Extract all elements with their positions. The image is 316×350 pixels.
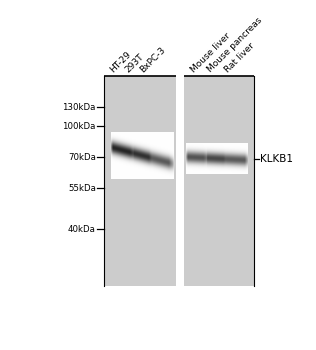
Text: Rat liver: Rat liver — [223, 41, 256, 74]
Text: 130kDa: 130kDa — [63, 103, 96, 112]
Text: 100kDa: 100kDa — [63, 121, 96, 131]
Text: 40kDa: 40kDa — [68, 225, 96, 234]
Bar — [104, 76, 176, 286]
Text: Mouse liver: Mouse liver — [189, 31, 232, 74]
Text: HT-29: HT-29 — [109, 49, 133, 74]
Text: KLKB1: KLKB1 — [260, 154, 293, 164]
Bar — [185, 76, 254, 286]
Text: 293T: 293T — [123, 52, 146, 74]
Text: 55kDa: 55kDa — [68, 183, 96, 192]
Text: BxPC-3: BxPC-3 — [138, 45, 167, 74]
Text: Mouse pancreas: Mouse pancreas — [206, 16, 264, 74]
Text: 70kDa: 70kDa — [68, 153, 96, 162]
